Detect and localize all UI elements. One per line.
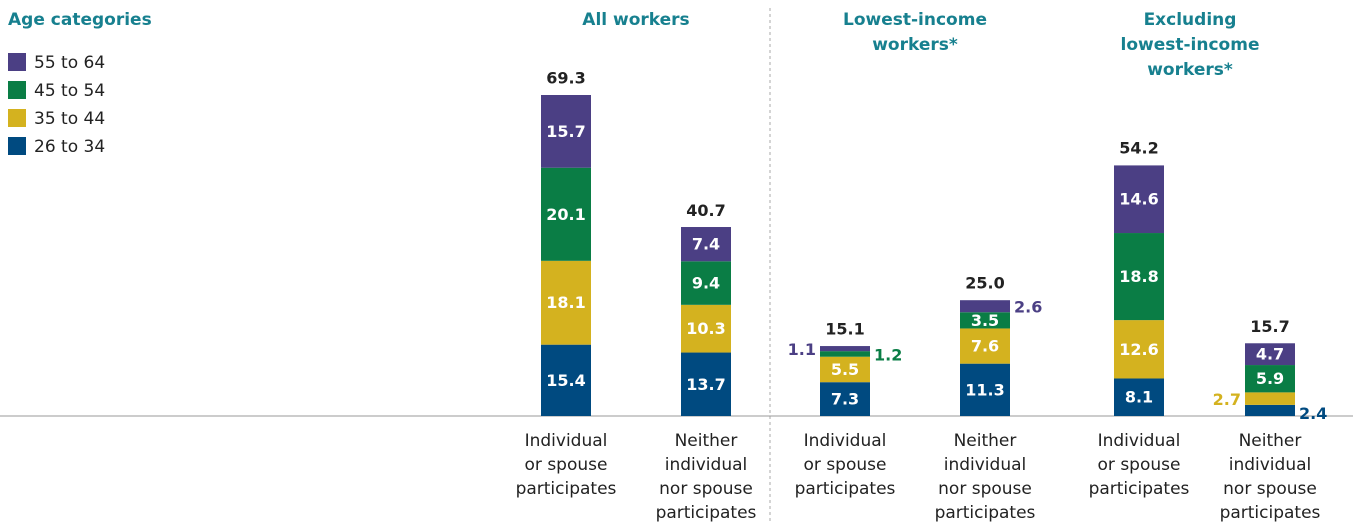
x-tick-label: Neither [675, 431, 738, 451]
segment-label: 2.6 [1014, 298, 1042, 317]
x-tick-label: participates [656, 503, 757, 523]
segment-label: 18.1 [546, 293, 585, 312]
x-tick-label: participates [516, 479, 617, 499]
bar-segment [1114, 165, 1164, 234]
total-label: 54.2 [1119, 138, 1158, 157]
bar-segment [1245, 343, 1295, 366]
x-tick-label: Neither [1239, 431, 1302, 451]
legend-label: 26 to 34 [34, 137, 105, 157]
total-label: 40.7 [686, 201, 725, 220]
x-tick-label: individual [1229, 455, 1312, 475]
bar-segment [541, 167, 591, 261]
group-title: lowest-income [1121, 35, 1260, 55]
segment-label: 8.1 [1125, 388, 1153, 407]
bar-segment [681, 304, 731, 353]
x-tick-label: nor spouse [1223, 479, 1317, 499]
x-tick-label: or spouse [1098, 455, 1181, 475]
x-tick-label: nor spouse [659, 479, 753, 499]
segment-label: 15.7 [546, 122, 585, 141]
segment-label: 15.4 [546, 371, 585, 390]
x-tick-label: Individual [525, 431, 608, 451]
segment-label: 4.7 [1256, 345, 1284, 364]
group-title: Lowest-income [843, 10, 987, 30]
bar-segment [541, 260, 591, 345]
segment-label: 3.5 [971, 311, 999, 330]
x-tick-label: individual [665, 455, 748, 475]
x-tick-label: participates [1220, 503, 1321, 523]
bar-segment [1114, 378, 1164, 416]
bar-segment [820, 356, 870, 383]
segment-label: 11.3 [965, 380, 1004, 399]
bar-segment [960, 312, 1010, 329]
x-tick-label: participates [1089, 479, 1190, 499]
segment-label: 20.1 [546, 205, 585, 224]
total-label: 25.0 [965, 274, 1004, 293]
x-tick-label: individual [944, 455, 1027, 475]
x-tick-label: nor spouse [938, 479, 1032, 499]
legend-swatch [8, 53, 26, 71]
bar-segment [1245, 404, 1295, 416]
segment-label: 7.3 [831, 390, 859, 409]
bar-segment [1114, 320, 1164, 379]
group-title: Excluding [1144, 10, 1237, 30]
bar-segment [820, 346, 870, 352]
bar-segment [541, 95, 591, 168]
legend-label: 35 to 44 [34, 109, 105, 129]
segment-label: 7.6 [971, 337, 999, 356]
segment-label: 7.4 [692, 235, 720, 254]
group-title: All workers [582, 10, 689, 30]
segment-label: 2.4 [1299, 404, 1327, 423]
legend-swatch [8, 81, 26, 99]
bar-segment [960, 363, 1010, 416]
segment-label: 9.4 [692, 274, 720, 293]
segment-label: 2.7 [1213, 390, 1241, 409]
x-tick-label: participates [795, 479, 896, 499]
x-tick-label: Neither [954, 431, 1017, 451]
bar-segment [820, 351, 870, 357]
bar-segment [960, 328, 1010, 364]
group-title: workers* [872, 35, 958, 55]
legend-swatch [8, 109, 26, 127]
bar-segment [1114, 233, 1164, 321]
legend-label: 55 to 64 [34, 53, 105, 73]
x-tick-label: participates [935, 503, 1036, 523]
segment-label: 5.5 [831, 360, 859, 379]
segment-label: 1.2 [874, 345, 902, 364]
segment-label: 1.1 [788, 340, 816, 359]
total-label: 69.3 [546, 69, 585, 88]
segment-label: 13.7 [686, 375, 725, 394]
legend-title: Age categories [8, 10, 152, 30]
segment-label: 10.3 [686, 319, 725, 338]
bar-segment [541, 344, 591, 416]
legend-swatch [8, 137, 26, 155]
segment-label: 14.6 [1119, 190, 1158, 209]
bar-segment [1245, 392, 1295, 405]
bar-segment [960, 300, 1010, 313]
total-label: 15.7 [1250, 317, 1289, 336]
bar-segment [681, 352, 731, 416]
segment-label: 12.6 [1119, 340, 1158, 359]
bar-segment [820, 382, 870, 416]
legend-label: 45 to 54 [34, 81, 105, 101]
segment-label: 5.9 [1256, 369, 1284, 388]
x-tick-label: Individual [804, 431, 887, 451]
bar-segment [681, 261, 731, 305]
total-label: 15.1 [825, 320, 864, 339]
x-tick-label: or spouse [525, 455, 608, 475]
bar-segment [1245, 365, 1295, 393]
group-title: workers* [1147, 60, 1233, 80]
bar-segment [681, 227, 731, 262]
x-tick-label: or spouse [804, 455, 887, 475]
segment-label: 18.8 [1119, 267, 1158, 286]
x-tick-label: Individual [1098, 431, 1181, 451]
